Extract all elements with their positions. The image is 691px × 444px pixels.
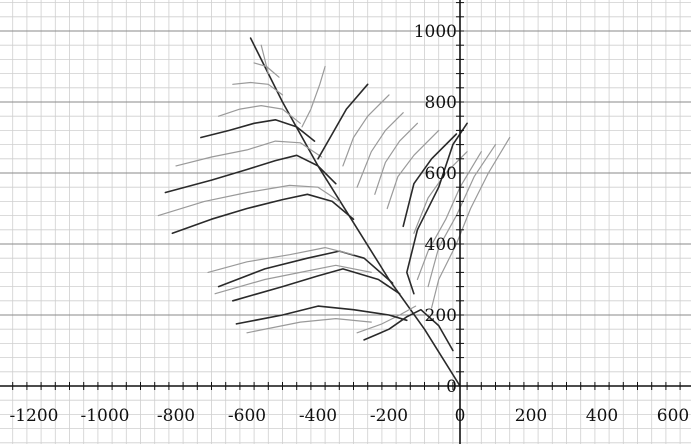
y-tick-labels: 0 200 400 600 800 1000 [414, 22, 457, 397]
dark-curve-3 [235, 305, 408, 325]
light-curve-27 [416, 151, 482, 281]
dark-curve-1 [363, 308, 454, 352]
light-curve-10 [157, 184, 340, 217]
light-curve-20 [342, 94, 390, 167]
x-tick-label: -1000 [80, 406, 129, 426]
x-tick-labels: -1200 -1000 -800 -600 -400 -200 0 200 400 600 [9, 406, 689, 426]
light-curve-15 [232, 81, 284, 96]
y-tick-label: 0 [446, 377, 457, 397]
y-tick-label: 200 [425, 306, 457, 326]
dark-curve-5 [232, 268, 401, 302]
light-curve-14 [218, 105, 301, 124]
x-tick-label: 400 [586, 406, 618, 426]
light-curve-6 [214, 264, 372, 295]
y-tick-label: 400 [425, 235, 457, 255]
light-curve-25 [413, 151, 468, 234]
dark-curve-9 [171, 193, 355, 235]
dark-curve-7 [217, 250, 394, 288]
x-tick-label: 200 [515, 406, 547, 426]
dark-curve-13 [200, 119, 316, 142]
x-tick-label: 600 [657, 406, 689, 426]
light-curve-17 [260, 44, 269, 75]
x-tick-label: -800 [157, 406, 195, 426]
x-tick-label: -600 [228, 406, 266, 426]
light-curve-8 [207, 247, 355, 273]
dark-curve-0 [249, 37, 461, 387]
y-tick-label: 800 [425, 93, 457, 113]
y-tick-label: 1000 [414, 22, 457, 42]
x-tick-label: 0 [455, 406, 466, 426]
light-curve-12 [175, 140, 323, 167]
light-curve-18 [301, 65, 326, 128]
y-tick-label: 600 [425, 164, 457, 184]
x-tick-label: -200 [370, 406, 408, 426]
light-curve-4 [246, 318, 372, 334]
light-curve-29 [431, 136, 511, 309]
light-curve-22 [374, 122, 418, 195]
x-tick-label: -1200 [9, 406, 58, 426]
light-curve-2 [356, 305, 417, 334]
light-curve-21 [356, 112, 404, 188]
dark-curve-26 [406, 122, 468, 295]
dark-curve-19 [317, 83, 369, 160]
curve-series [157, 37, 511, 387]
x-tick-label: -400 [299, 406, 337, 426]
light-curve-23 [386, 129, 440, 210]
dark-curve-24 [402, 133, 458, 228]
dark-curve-11 [164, 154, 337, 194]
